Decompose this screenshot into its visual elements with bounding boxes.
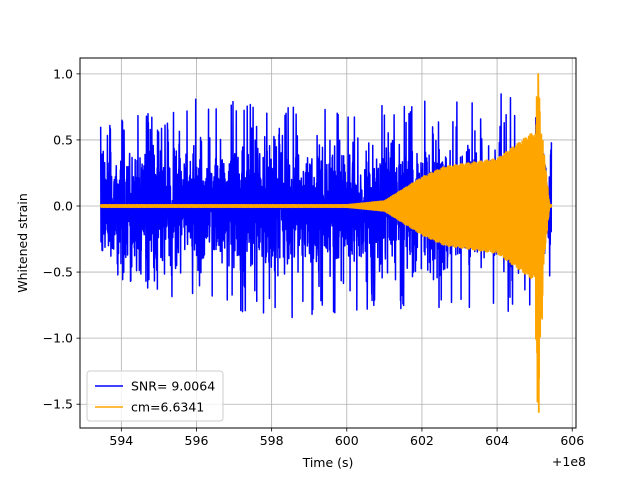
legend-label: cm=6.6341 — [131, 400, 204, 415]
y-tick-label: 0.5 — [53, 132, 73, 147]
x-tick-label: 596 — [185, 433, 209, 448]
x-tick-label: 594 — [109, 433, 133, 448]
x-axis-offset-label: +1e8 — [552, 454, 586, 469]
y-tick-label: 1.0 — [53, 66, 73, 81]
legend-frame — [86, 370, 224, 422]
x-tick-label: 598 — [260, 433, 284, 448]
x-tick-label: 600 — [335, 433, 359, 448]
y-axis-label: Whitened strain — [15, 193, 30, 292]
y-tick-label: −1.0 — [43, 331, 73, 346]
legend: SNR= 9.0064 cm=6.6341 — [86, 370, 224, 422]
x-axis-label: Time (s) — [302, 455, 354, 470]
x-tick-label: 602 — [410, 433, 434, 448]
series-line-cm — [99, 73, 553, 413]
plot-area — [99, 73, 553, 413]
y-tick-label: 0.0 — [53, 199, 73, 214]
y-tick-label: −0.5 — [43, 265, 73, 280]
series-group — [99, 73, 553, 413]
x-tick-label: 606 — [560, 433, 584, 448]
x-tick-label: 604 — [485, 433, 509, 448]
y-axis: 1.0 0.5 0.0 −0.5 −1.0 −1.5 — [43, 66, 80, 412]
axes-frame — [79, 57, 577, 429]
legend-label: SNR= 9.0064 — [131, 379, 215, 394]
x-axis: 594 596 598 600 602 604 606 — [109, 428, 584, 448]
y-tick-label: −1.5 — [43, 397, 73, 412]
